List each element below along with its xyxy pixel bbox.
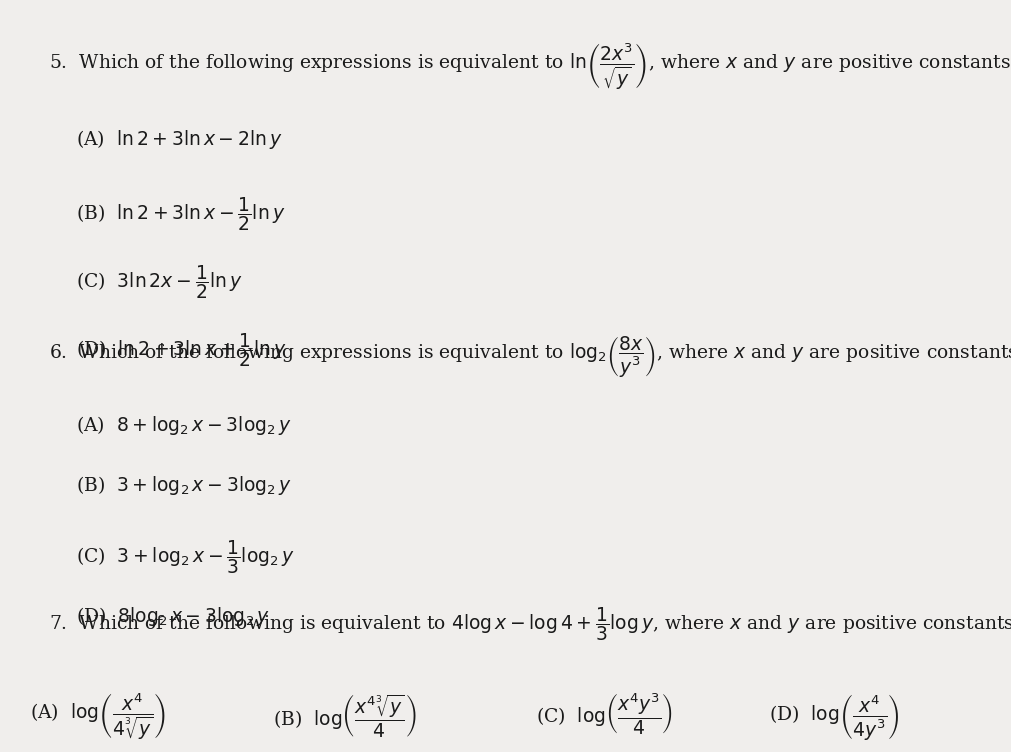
Text: (C)  $3\ln 2x - \dfrac{1}{2}\ln y$: (C) $3\ln 2x - \dfrac{1}{2}\ln y$: [76, 263, 243, 301]
Text: 7.  Which of the following is equivalent to $4\log x - \log 4 + \dfrac{1}{3}\log: 7. Which of the following is equivalent …: [49, 605, 1011, 643]
Text: 6.  Which of the following expressions is equivalent to $\log_2\!\left(\dfrac{8x: 6. Which of the following expressions is…: [49, 335, 1011, 380]
Text: (A)  $\ln 2 + 3\ln x - 2\ln y$: (A) $\ln 2 + 3\ln x - 2\ln y$: [76, 128, 282, 151]
Text: (A)  $\log\!\left(\dfrac{x^4}{4\sqrt[3]{y}}\right)$: (A) $\log\!\left(\dfrac{x^4}{4\sqrt[3]{y…: [30, 692, 167, 742]
Text: (A)  $8 + \log_2 x - 3\log_2 y$: (A) $8 + \log_2 x - 3\log_2 y$: [76, 414, 291, 437]
Text: (D)  $\ln 2 + 3\ln x + \dfrac{1}{2}\ln y$: (D) $\ln 2 + 3\ln x + \dfrac{1}{2}\ln y$: [76, 331, 286, 368]
Text: (D)  $8\log_2 x - 3\log_2 y$: (D) $8\log_2 x - 3\log_2 y$: [76, 605, 270, 629]
Text: 5.  Which of the following expressions is equivalent to $\ln\!\left(\dfrac{2x^3}: 5. Which of the following expressions is…: [49, 41, 1011, 92]
Text: (D)  $\log\!\left(\dfrac{x^4}{4y^3}\right)$: (D) $\log\!\left(\dfrac{x^4}{4y^3}\right…: [768, 692, 899, 741]
Text: (C)  $\log\!\left(\dfrac{x^4 y^3}{4}\right)$: (C) $\log\!\left(\dfrac{x^4 y^3}{4}\righ…: [536, 692, 672, 737]
Text: (B)  $\log\!\left(\dfrac{x^4\sqrt[3]{y}}{4}\right)$: (B) $\log\!\left(\dfrac{x^4\sqrt[3]{y}}{…: [273, 692, 417, 738]
Text: (C)  $3 + \log_2 x - \dfrac{1}{3}\log_2 y$: (C) $3 + \log_2 x - \dfrac{1}{3}\log_2 y…: [76, 538, 294, 575]
Text: (B)  $\ln 2 + 3\ln x - \dfrac{1}{2}\ln y$: (B) $\ln 2 + 3\ln x - \dfrac{1}{2}\ln y$: [76, 196, 285, 233]
Text: (B)  $3 + \log_2 x - 3\log_2 y$: (B) $3 + \log_2 x - 3\log_2 y$: [76, 474, 292, 497]
